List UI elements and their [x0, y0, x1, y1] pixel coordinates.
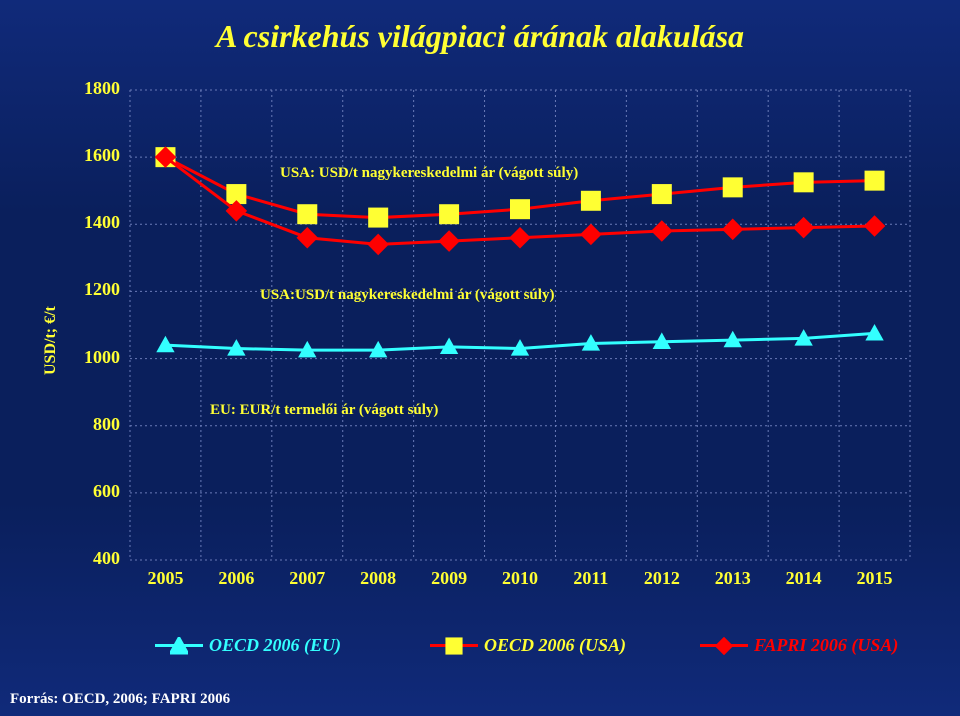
- y-tick: 1200: [65, 279, 120, 300]
- x-tick: 2008: [348, 568, 408, 589]
- x-tick: 2010: [490, 568, 550, 589]
- x-tick: 2007: [277, 568, 337, 589]
- x-tick: 2005: [135, 568, 195, 589]
- x-tick: 2013: [703, 568, 763, 589]
- line-chart: [0, 0, 960, 716]
- y-tick: 1600: [65, 145, 120, 166]
- legend-item: OECD 2006 (EU): [155, 635, 341, 656]
- y-tick: 800: [65, 414, 120, 435]
- y-tick: 1000: [65, 347, 120, 368]
- x-tick: 2006: [206, 568, 266, 589]
- legend-label: OECD 2006 (EU): [209, 635, 341, 656]
- x-tick: 2011: [561, 568, 621, 589]
- legend-item: FAPRI 2006 (USA): [700, 635, 898, 656]
- x-tick: 2015: [845, 568, 905, 589]
- annotation: USA:USD/t nagykereskedelmi ár (vágott sú…: [260, 287, 554, 304]
- x-tick: 2014: [774, 568, 834, 589]
- x-tick: 2009: [419, 568, 479, 589]
- y-tick: 600: [65, 481, 120, 502]
- annotation: EU: EUR/t termelői ár (vágott súly): [210, 402, 438, 419]
- y-tick: 1800: [65, 78, 120, 99]
- legend-item: OECD 2006 (USA): [430, 635, 626, 656]
- y-tick: 400: [65, 548, 120, 569]
- annotation: USA: USD/t nagykereskedelmi ár (vágott s…: [280, 165, 578, 182]
- legend-label: FAPRI 2006 (USA): [754, 635, 898, 656]
- legend-label: OECD 2006 (USA): [484, 635, 626, 656]
- x-tick: 2012: [632, 568, 692, 589]
- y-tick: 1400: [65, 212, 120, 233]
